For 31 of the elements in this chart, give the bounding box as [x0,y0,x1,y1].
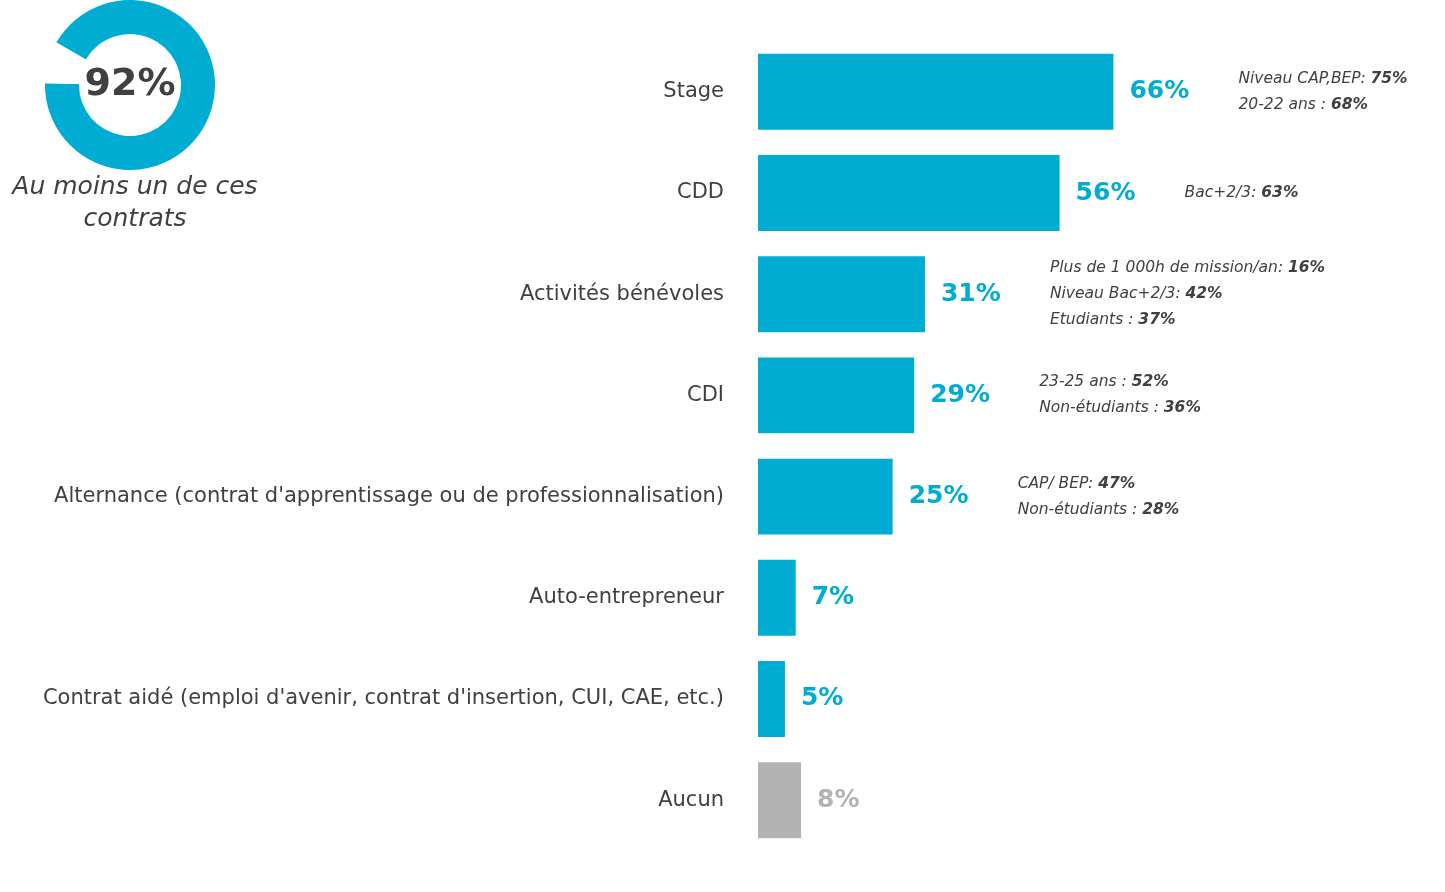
annotation: CAP/ BEP: 47% Non-étudiants : 28% [1017,473,1180,518]
data-label: 7% [811,581,855,611]
data-label: 31% [940,277,1001,307]
y-tick-label: Auto-entrepreneur [529,584,725,609]
text: Bac+2/3: 63% [1184,183,1299,202]
bar [758,155,1060,231]
bar [758,53,1114,130]
bar [758,256,925,333]
bar [758,559,796,636]
y-tick-label: CDI [686,381,724,406]
data-label: 92% [84,59,176,104]
bar [758,661,785,737]
text: Niveau CAP,BEP: 75% 20-22 ans : 68% [1238,68,1408,113]
bar [758,762,802,839]
y-tick-label: Contrat aidé (emploi d'avenir, contrat d'insertion, CUI, CAE, etc.) [42,685,724,710]
data-label: 25% [908,480,969,510]
y-tick-label: Stage [663,78,724,103]
data-label: 66% [1129,75,1190,105]
text: Au moins un de ces contrats [10,170,259,234]
y-tick-label: Alternance (contrat d'apprentissage ou de professionnalisation) [54,483,724,508]
y-tick-label: Activités bénévoles [519,280,724,305]
bar [758,458,893,535]
data-label: 8% [817,783,860,813]
y-tick-label: Aucun [658,786,724,811]
data-label: 29% [930,378,991,408]
data-label: 56% [1075,176,1136,206]
text: Plus de 1 000h de mission/an: 16% Niveau Bac+2/3: 42% Etudiants : 37% [1049,258,1326,329]
y-tick-label: CDD [676,179,724,204]
data-label: 5% [800,682,844,712]
annotation: 23-25 ans : 52% Non-étudiants : 36% [1039,372,1201,417]
bar [758,357,915,434]
